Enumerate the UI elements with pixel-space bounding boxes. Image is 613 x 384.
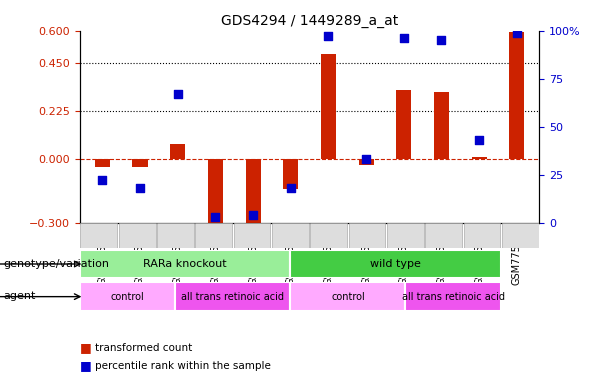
Point <box>512 30 522 36</box>
Point <box>361 156 371 162</box>
Bar <box>196 223 232 248</box>
Bar <box>509 32 524 159</box>
Bar <box>157 223 194 248</box>
Bar <box>387 223 424 248</box>
Point <box>399 35 409 41</box>
Bar <box>95 159 110 167</box>
Bar <box>321 54 336 159</box>
Bar <box>175 282 291 311</box>
Bar <box>425 223 462 248</box>
Text: all trans retinoic acid: all trans retinoic acid <box>402 291 504 302</box>
Point <box>324 33 333 40</box>
Point <box>210 214 220 220</box>
Point <box>286 185 295 191</box>
Bar <box>283 159 299 189</box>
Text: agent: agent <box>3 291 36 301</box>
Bar <box>310 223 347 248</box>
Text: percentile rank within the sample: percentile rank within the sample <box>95 361 271 371</box>
Bar <box>291 282 405 311</box>
Text: transformed count: transformed count <box>95 343 192 353</box>
Point <box>248 212 258 218</box>
Title: GDS4294 / 1449289_a_at: GDS4294 / 1449289_a_at <box>221 14 398 28</box>
Bar <box>396 91 411 159</box>
Bar <box>434 91 449 159</box>
Bar <box>463 223 500 248</box>
Bar <box>80 250 291 278</box>
Text: RARa knockout: RARa knockout <box>143 259 227 269</box>
Text: all trans retinoic acid: all trans retinoic acid <box>181 291 284 302</box>
Point <box>135 185 145 191</box>
Text: genotype/variation: genotype/variation <box>3 259 109 269</box>
Bar <box>359 159 374 165</box>
Bar <box>234 223 270 248</box>
Bar <box>349 223 386 248</box>
Bar <box>80 223 117 248</box>
Text: wild type: wild type <box>370 259 421 269</box>
Bar <box>291 250 501 278</box>
Bar <box>471 157 487 159</box>
Text: control: control <box>111 291 145 302</box>
Text: ■: ■ <box>80 359 91 372</box>
Text: control: control <box>331 291 365 302</box>
Bar <box>405 282 501 311</box>
Bar <box>208 159 223 227</box>
Bar <box>119 223 156 248</box>
Text: ■: ■ <box>80 341 91 354</box>
Point <box>474 137 484 143</box>
Point <box>436 37 446 43</box>
Bar <box>170 144 185 159</box>
Bar <box>80 282 175 311</box>
Point <box>97 177 107 184</box>
Bar <box>272 223 309 248</box>
Bar <box>132 159 148 167</box>
Bar <box>502 223 539 248</box>
Point <box>173 91 183 97</box>
Bar <box>245 159 261 224</box>
